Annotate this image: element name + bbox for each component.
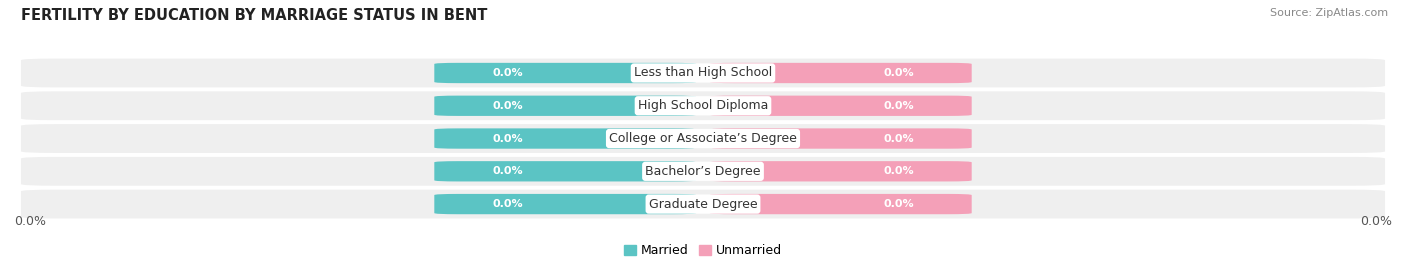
- Text: High School Diploma: High School Diploma: [638, 99, 768, 112]
- FancyBboxPatch shape: [710, 128, 972, 149]
- FancyBboxPatch shape: [434, 194, 696, 214]
- FancyBboxPatch shape: [434, 95, 696, 116]
- Text: 0.0%: 0.0%: [883, 101, 914, 111]
- FancyBboxPatch shape: [710, 161, 972, 182]
- Text: 0.0%: 0.0%: [883, 199, 914, 209]
- Text: 0.0%: 0.0%: [883, 133, 914, 144]
- Text: 0.0%: 0.0%: [492, 199, 523, 209]
- FancyBboxPatch shape: [21, 190, 1385, 218]
- Text: 0.0%: 0.0%: [14, 215, 46, 228]
- FancyBboxPatch shape: [434, 63, 696, 83]
- Text: Bachelor’s Degree: Bachelor’s Degree: [645, 165, 761, 178]
- FancyBboxPatch shape: [21, 91, 1385, 120]
- Text: 0.0%: 0.0%: [492, 68, 523, 78]
- Legend: Married, Unmarried: Married, Unmarried: [619, 239, 787, 262]
- Text: 0.0%: 0.0%: [883, 68, 914, 78]
- Text: 0.0%: 0.0%: [492, 133, 523, 144]
- FancyBboxPatch shape: [21, 124, 1385, 153]
- Text: Less than High School: Less than High School: [634, 66, 772, 80]
- FancyBboxPatch shape: [710, 63, 972, 83]
- Text: 0.0%: 0.0%: [883, 166, 914, 176]
- Text: Graduate Degree: Graduate Degree: [648, 197, 758, 211]
- FancyBboxPatch shape: [21, 157, 1385, 186]
- Text: College or Associate’s Degree: College or Associate’s Degree: [609, 132, 797, 145]
- Text: 0.0%: 0.0%: [492, 166, 523, 176]
- Text: 0.0%: 0.0%: [492, 101, 523, 111]
- FancyBboxPatch shape: [710, 95, 972, 116]
- FancyBboxPatch shape: [434, 128, 696, 149]
- Text: 0.0%: 0.0%: [1360, 215, 1392, 228]
- FancyBboxPatch shape: [710, 194, 972, 214]
- Text: Source: ZipAtlas.com: Source: ZipAtlas.com: [1270, 8, 1388, 18]
- FancyBboxPatch shape: [21, 59, 1385, 87]
- Text: FERTILITY BY EDUCATION BY MARRIAGE STATUS IN BENT: FERTILITY BY EDUCATION BY MARRIAGE STATU…: [21, 8, 488, 23]
- FancyBboxPatch shape: [434, 161, 696, 182]
